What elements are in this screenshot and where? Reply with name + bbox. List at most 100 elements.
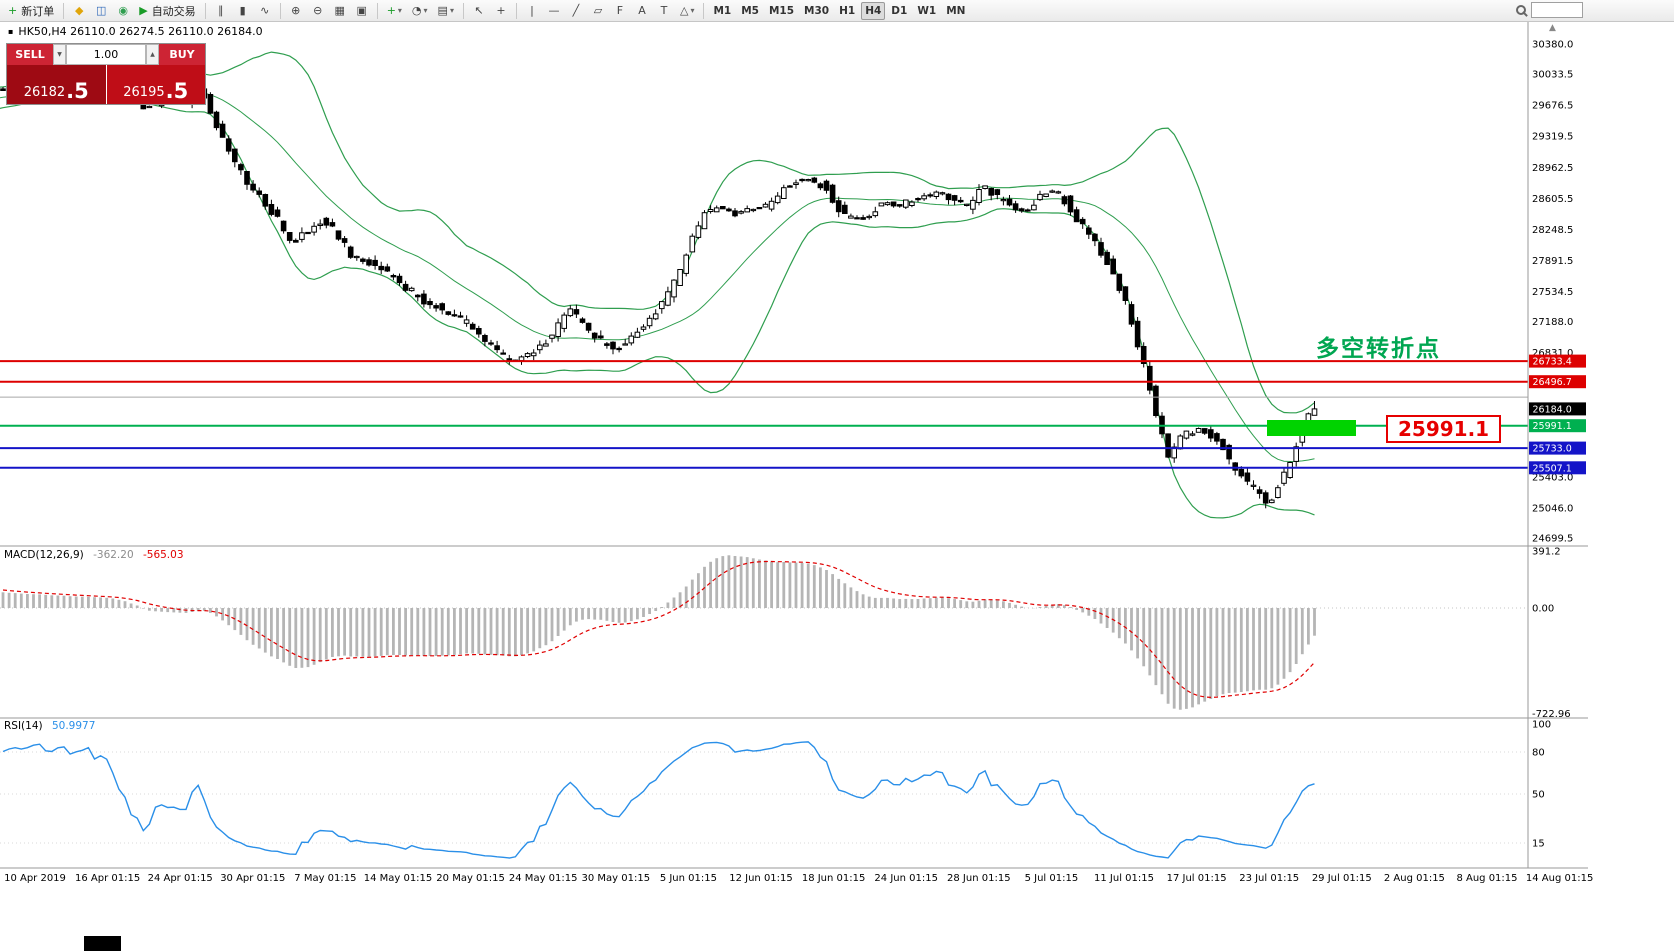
price-tag: 25991.1 (1529, 419, 1586, 433)
search-input[interactable] (1531, 2, 1583, 18)
timeframe-m30[interactable]: M30 (800, 2, 833, 20)
tile-windows-icon: ▣ (356, 4, 367, 17)
volume-input[interactable] (66, 44, 146, 65)
svg-text:26496.7: 26496.7 (1533, 377, 1572, 388)
text-button[interactable]: A (632, 2, 652, 20)
periods-button[interactable]: ◔ ▾ (408, 2, 432, 20)
sell-price-pips: .5 (66, 79, 89, 104)
zoom-out-button[interactable]: ⊖ (308, 2, 328, 20)
svg-text:24 Apr 01:15: 24 Apr 01:15 (148, 873, 213, 884)
fibonacci-button[interactable]: F (610, 2, 630, 20)
svg-text:28605.5: 28605.5 (1532, 194, 1573, 205)
timeframe-m30-label: M30 (804, 4, 830, 17)
profiles-button[interactable]: ◉ (113, 2, 133, 20)
templates-button[interactable]: ▤ ▾ (434, 2, 458, 20)
indicators-button[interactable]: + ▾ (383, 2, 406, 20)
candlestick-chart-button[interactable]: ▮ (233, 2, 253, 20)
label-button[interactable]: T (654, 2, 674, 20)
metaeditor-icon: ◆ (74, 4, 84, 17)
timeframe-d1-label: D1 (891, 4, 908, 17)
crosshair-button[interactable]: + (491, 2, 511, 20)
buy-button[interactable]: BUY (159, 44, 205, 65)
taskbar-fragment (84, 936, 121, 951)
svg-text:28248.5: 28248.5 (1532, 225, 1573, 236)
timeframe-w1[interactable]: W1 (913, 2, 940, 20)
svg-text:12 Jun 01:15: 12 Jun 01:15 (729, 873, 793, 884)
candlestick-series (0, 77, 1318, 509)
buy-price-button[interactable]: 26195.5 (106, 65, 205, 104)
search-icon[interactable] (1516, 5, 1526, 15)
svg-text:23 Jul 01:15: 23 Jul 01:15 (1239, 873, 1299, 884)
svg-text:0.00: 0.00 (1532, 604, 1554, 615)
volume-down-button[interactable]: ▼ (53, 44, 66, 65)
timeframe-m1-label: M1 (713, 4, 732, 17)
autotrading-button[interactable]: ▶ 自动交易 (135, 2, 199, 20)
chart-ohlc-header: ▪ HK50,H4 26110.0 26274.5 26110.0 26184.… (8, 25, 263, 38)
scroll-up-icon[interactable]: ▲ (1549, 23, 1556, 33)
grid-button[interactable]: ▦ (330, 2, 350, 20)
profiles-icon: ◉ (118, 4, 129, 17)
timeframe-m1[interactable]: M1 (709, 2, 735, 20)
toolbar-separator (63, 2, 65, 19)
svg-text:14 May 01:15: 14 May 01:15 (364, 873, 433, 884)
macd-main-value: -362.20 (93, 549, 134, 561)
svg-text:30380.0: 30380.0 (1532, 40, 1573, 51)
timeframe-h1[interactable]: H1 (835, 2, 859, 20)
svg-text:29 Jul 01:15: 29 Jul 01:15 (1312, 873, 1372, 884)
equidistant-channel-icon: ▱ (593, 4, 603, 17)
line-chart-button[interactable]: ∿ (255, 2, 275, 20)
zoom-in-button[interactable]: ⊕ (286, 2, 306, 20)
svg-text:10 Apr 2019: 10 Apr 2019 (4, 873, 66, 884)
shapes-button[interactable]: △ ▾ (676, 2, 698, 20)
metaeditor-button[interactable]: ◆ (69, 2, 89, 20)
svg-text:25991.1: 25991.1 (1533, 421, 1572, 432)
fibonacci-icon: F (616, 4, 624, 17)
svg-text:11 Jul 01:15: 11 Jul 01:15 (1094, 873, 1154, 884)
cursor-icon: ↖ (474, 4, 484, 17)
svg-text:28 Jun 01:15: 28 Jun 01:15 (947, 873, 1011, 884)
bar-chart-button[interactable]: ∥ (211, 2, 231, 20)
svg-text:30 May 01:15: 30 May 01:15 (582, 873, 651, 884)
time-axis: 10 Apr 2019 16 Apr 01:15 24 Apr 01:15 30 Ap… (4, 873, 1593, 884)
main-toolbar: + 新订单 ◆ ◫ ◉ ▶ 自动交易 ∥ ▮ ∿ ⊕ ⊖ ▦ ▣ + ▾ ◔ ▾ ▤ ▾ ↖ + | — ╱ ▱ F A T △ ▾ M1 M5… (0, 0, 1674, 22)
label-icon: T (660, 4, 668, 17)
vertical-line-icon: | (530, 4, 534, 17)
grid-icon: ▦ (334, 4, 345, 17)
timeframe-m15[interactable]: M15 (765, 2, 798, 20)
svg-text:30 Apr 01:15: 30 Apr 01:15 (220, 873, 285, 884)
candlestick-chart-icon: ▮ (239, 4, 246, 17)
trendline-button[interactable]: ╱ (566, 2, 586, 20)
macd-plot (0, 555, 1528, 710)
sell-button[interactable]: SELL (7, 44, 53, 65)
svg-text:391.2: 391.2 (1532, 547, 1561, 558)
tile-windows-button[interactable]: ▣ (352, 2, 372, 20)
sell-price-button[interactable]: 26182.5 (7, 65, 106, 104)
timeframe-h1-label: H1 (839, 4, 856, 17)
dropdown-arrow-icon: ▾ (397, 6, 402, 15)
svg-text:26831.0: 26831.0 (1532, 348, 1573, 359)
timeframe-mn[interactable]: MN (942, 2, 969, 20)
equidistant-channel-button[interactable]: ▱ (588, 2, 608, 20)
new-order-icon: + (8, 4, 18, 17)
timeframe-mn-label: MN (946, 4, 966, 17)
horizontal-line-button[interactable]: — (544, 2, 564, 20)
timeframe-m5[interactable]: M5 (737, 2, 763, 20)
timeframe-h4[interactable]: H4 (861, 1, 886, 20)
timeframe-h4-label: H4 (865, 4, 882, 17)
vertical-line-button[interactable]: | (522, 2, 542, 20)
one-click-trading-panel: SELL ▼ ▲ BUY 26182.5 26195.5 (6, 43, 206, 105)
svg-text:5 Jul 01:15: 5 Jul 01:15 (1025, 873, 1079, 884)
svg-text:8 Aug 01:15: 8 Aug 01:15 (1456, 873, 1517, 884)
new-order-button[interactable]: + 新订单 (4, 2, 58, 20)
dropdown-arrow-icon: ▾ (690, 6, 695, 15)
volume-up-button[interactable]: ▲ (146, 44, 159, 65)
cursor-button[interactable]: ↖ (469, 2, 489, 20)
timeframe-d1[interactable]: D1 (887, 2, 911, 20)
svg-text:80: 80 (1532, 748, 1545, 759)
dropdown-arrow-icon: ▾ (449, 6, 454, 15)
new-chart-button[interactable]: ◫ (91, 2, 111, 20)
autotrading-icon: ▶ (139, 4, 148, 17)
toolbar-separator (376, 2, 378, 19)
